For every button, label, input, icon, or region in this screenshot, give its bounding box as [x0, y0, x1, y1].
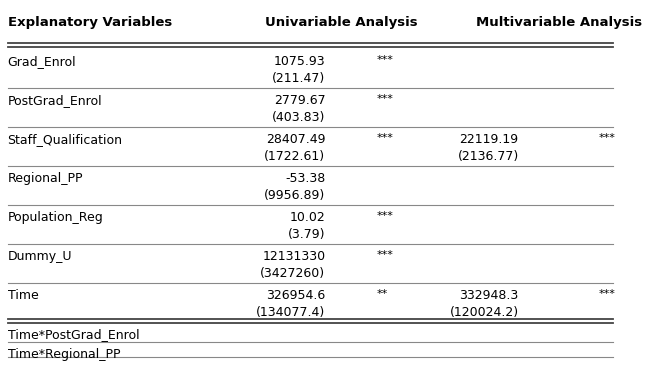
- Text: (403.83): (403.83): [272, 111, 326, 124]
- Text: Univariable Analysis: Univariable Analysis: [265, 16, 417, 29]
- Text: (3427260): (3427260): [260, 267, 326, 280]
- Text: 2779.67: 2779.67: [274, 94, 326, 107]
- Text: (3.79): (3.79): [288, 228, 326, 241]
- Text: ***: ***: [377, 94, 394, 104]
- Text: 326954.6: 326954.6: [266, 289, 326, 302]
- Text: Explanatory Variables: Explanatory Variables: [8, 16, 172, 29]
- Text: Time*Regional_PP: Time*Regional_PP: [8, 348, 120, 361]
- Text: (9956.89): (9956.89): [264, 189, 326, 202]
- Text: 28407.49: 28407.49: [266, 133, 326, 146]
- Text: Population_Reg: Population_Reg: [8, 211, 103, 224]
- Text: Grad_Enrol: Grad_Enrol: [8, 55, 76, 68]
- Text: ***: ***: [598, 289, 615, 299]
- Text: ***: ***: [598, 133, 615, 143]
- Text: -53.38: -53.38: [285, 172, 326, 185]
- Text: (211.47): (211.47): [272, 72, 326, 85]
- Text: ***: ***: [377, 55, 394, 65]
- Text: **: **: [377, 289, 388, 299]
- Text: ***: ***: [377, 250, 394, 260]
- Text: (134077.4): (134077.4): [256, 306, 326, 319]
- Text: ***: ***: [377, 133, 394, 143]
- Text: 332948.3: 332948.3: [460, 289, 519, 302]
- Text: 10.02: 10.02: [290, 211, 326, 224]
- Text: Time: Time: [8, 289, 39, 302]
- Text: Time*PostGrad_Enrol: Time*PostGrad_Enrol: [8, 328, 139, 341]
- Text: 22119.19: 22119.19: [460, 133, 519, 146]
- Text: Dummy_U: Dummy_U: [8, 250, 72, 263]
- Text: PostGrad_Enrol: PostGrad_Enrol: [8, 94, 102, 107]
- Text: 1075.93: 1075.93: [274, 55, 326, 68]
- Text: Staff_Qualification: Staff_Qualification: [8, 133, 122, 146]
- Text: (120024.2): (120024.2): [449, 306, 519, 319]
- Text: ***: ***: [377, 211, 394, 221]
- Text: Regional_PP: Regional_PP: [8, 172, 83, 185]
- Text: (2136.77): (2136.77): [457, 150, 519, 163]
- Text: Multivariable Analysis: Multivariable Analysis: [475, 16, 642, 29]
- Text: (1722.61): (1722.61): [264, 150, 326, 163]
- Text: 12131330: 12131330: [262, 250, 326, 263]
